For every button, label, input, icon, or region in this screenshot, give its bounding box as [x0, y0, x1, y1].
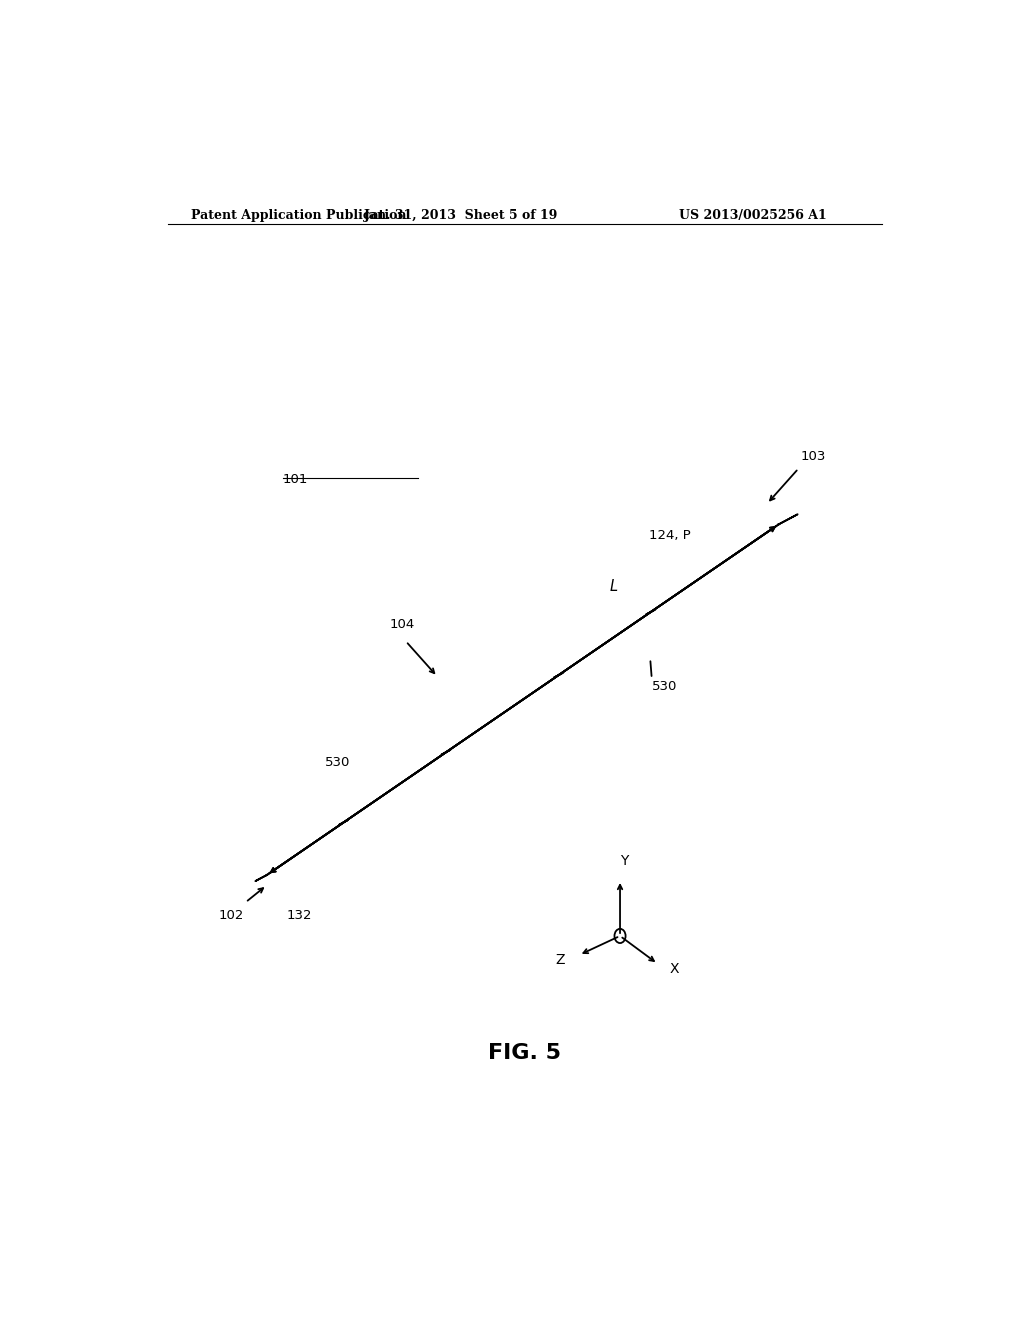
Text: Y: Y — [620, 854, 628, 867]
Text: 101: 101 — [283, 474, 308, 487]
Text: 530: 530 — [325, 756, 350, 770]
Text: 132: 132 — [287, 908, 312, 921]
Text: Z: Z — [555, 953, 564, 968]
Text: 102: 102 — [218, 908, 244, 921]
Text: 124, P: 124, P — [649, 529, 691, 541]
Text: Jan. 31, 2013  Sheet 5 of 19: Jan. 31, 2013 Sheet 5 of 19 — [365, 209, 558, 222]
Text: US 2013/0025256 A1: US 2013/0025256 A1 — [679, 209, 826, 222]
Text: 104: 104 — [390, 618, 415, 631]
Text: L: L — [609, 579, 617, 594]
Text: 103: 103 — [801, 450, 826, 463]
Text: Patent Application Publication: Patent Application Publication — [191, 209, 407, 222]
Text: 530: 530 — [652, 680, 677, 693]
Text: X: X — [670, 962, 679, 975]
Text: FIG. 5: FIG. 5 — [488, 1043, 561, 1063]
